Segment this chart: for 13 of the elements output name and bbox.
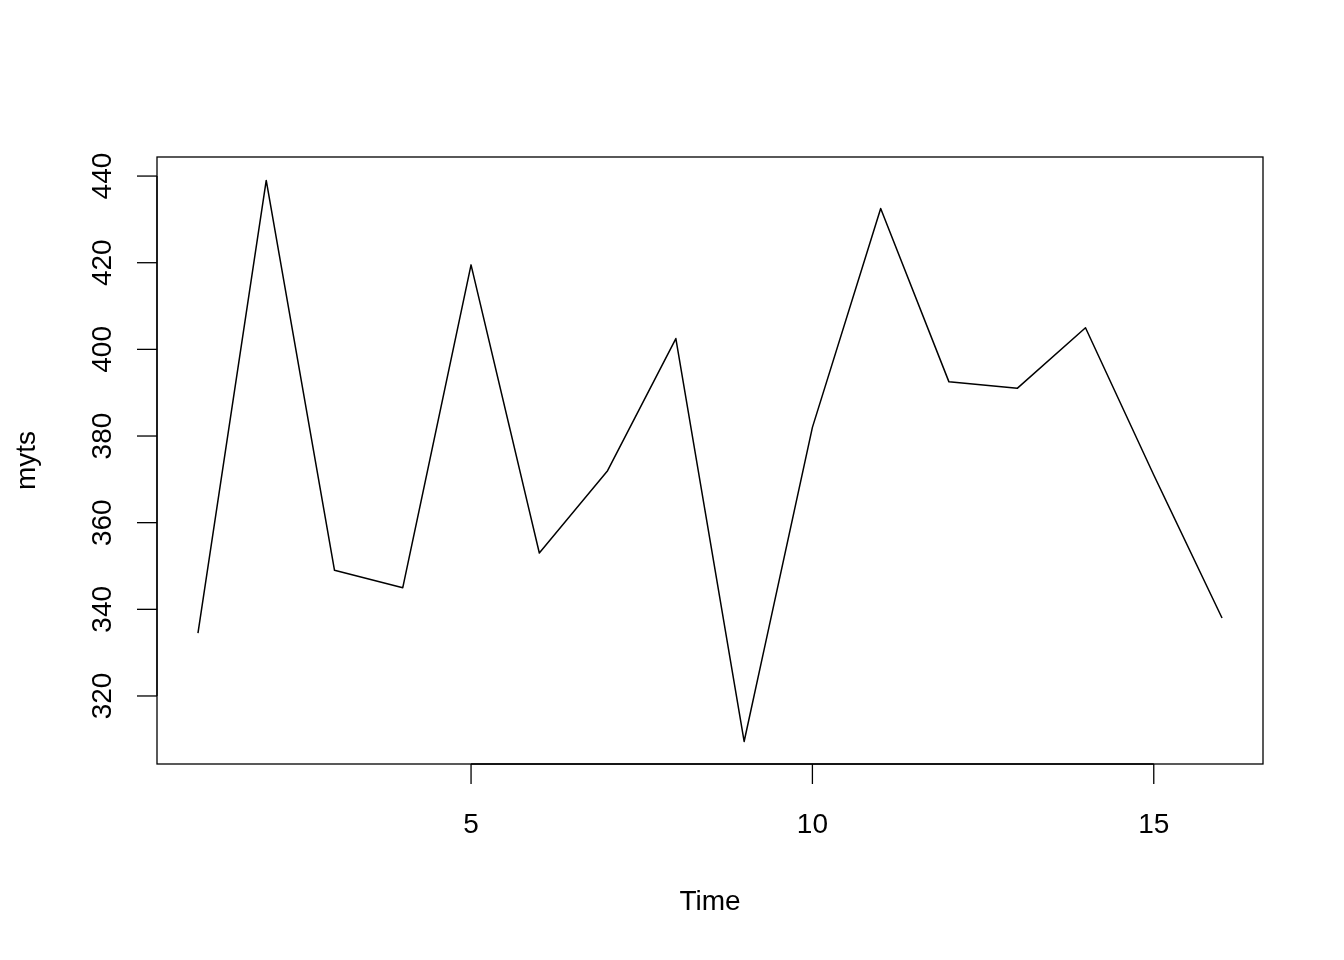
y-tick-label: 440 <box>86 152 117 200</box>
y-tick-label: 360 <box>86 499 117 547</box>
y-tick-label: 320 <box>86 672 117 720</box>
x-tick-label: 10 <box>796 808 828 839</box>
x-tick-label: 5 <box>463 808 479 839</box>
y-tick-label: 400 <box>86 326 117 373</box>
y-tick-label: 380 <box>86 412 117 460</box>
line-series <box>197 179 1223 743</box>
x-axis-title: Time <box>679 885 741 916</box>
x-tick-label: 15 <box>1138 808 1170 839</box>
y-tick-label: 340 <box>86 585 117 633</box>
y-tick-label: 420 <box>86 239 117 287</box>
y-axis-title: myts <box>10 430 41 491</box>
